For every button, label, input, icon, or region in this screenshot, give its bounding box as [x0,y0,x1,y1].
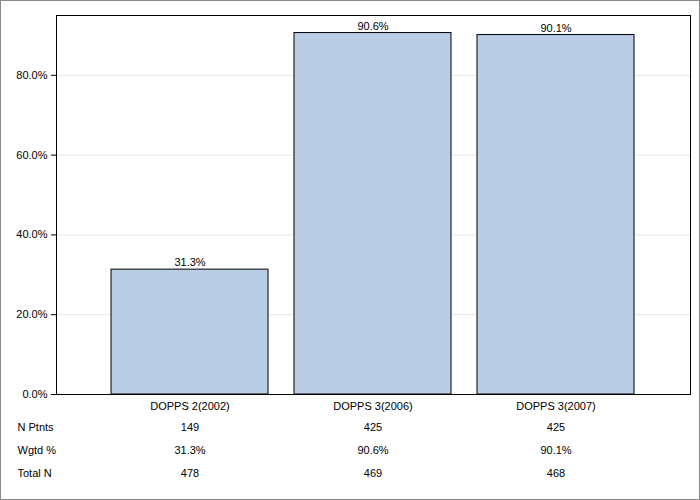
svg-text:90.1%: 90.1% [540,444,571,456]
svg-text:425: 425 [547,421,565,433]
svg-text:31.3%: 31.3% [174,256,205,268]
svg-text:40.0%: 40.0% [16,228,47,240]
svg-text:478: 478 [181,467,199,479]
svg-text:Wgtd %: Wgtd % [18,444,57,456]
svg-text:60.0%: 60.0% [16,149,47,161]
svg-text:469: 469 [364,467,382,479]
svg-text:90.6%: 90.6% [357,20,388,32]
svg-text:N Ptnts: N Ptnts [18,421,55,433]
svg-text:425: 425 [364,421,382,433]
svg-text:DOPPS 3(2007): DOPPS 3(2007) [516,400,595,412]
svg-text:20.0%: 20.0% [16,308,47,320]
svg-text:149: 149 [181,421,199,433]
svg-text:0.0%: 0.0% [22,388,47,400]
svg-text:Total N: Total N [18,467,52,479]
svg-text:DOPPS 2(2002): DOPPS 2(2002) [150,400,229,412]
svg-text:90.6%: 90.6% [357,444,388,456]
svg-text:90.1%: 90.1% [540,22,571,34]
svg-text:468: 468 [547,467,565,479]
svg-text:80.0%: 80.0% [16,69,47,81]
svg-text:31.3%: 31.3% [174,444,205,456]
svg-text:DOPPS 3(2006): DOPPS 3(2006) [333,400,412,412]
